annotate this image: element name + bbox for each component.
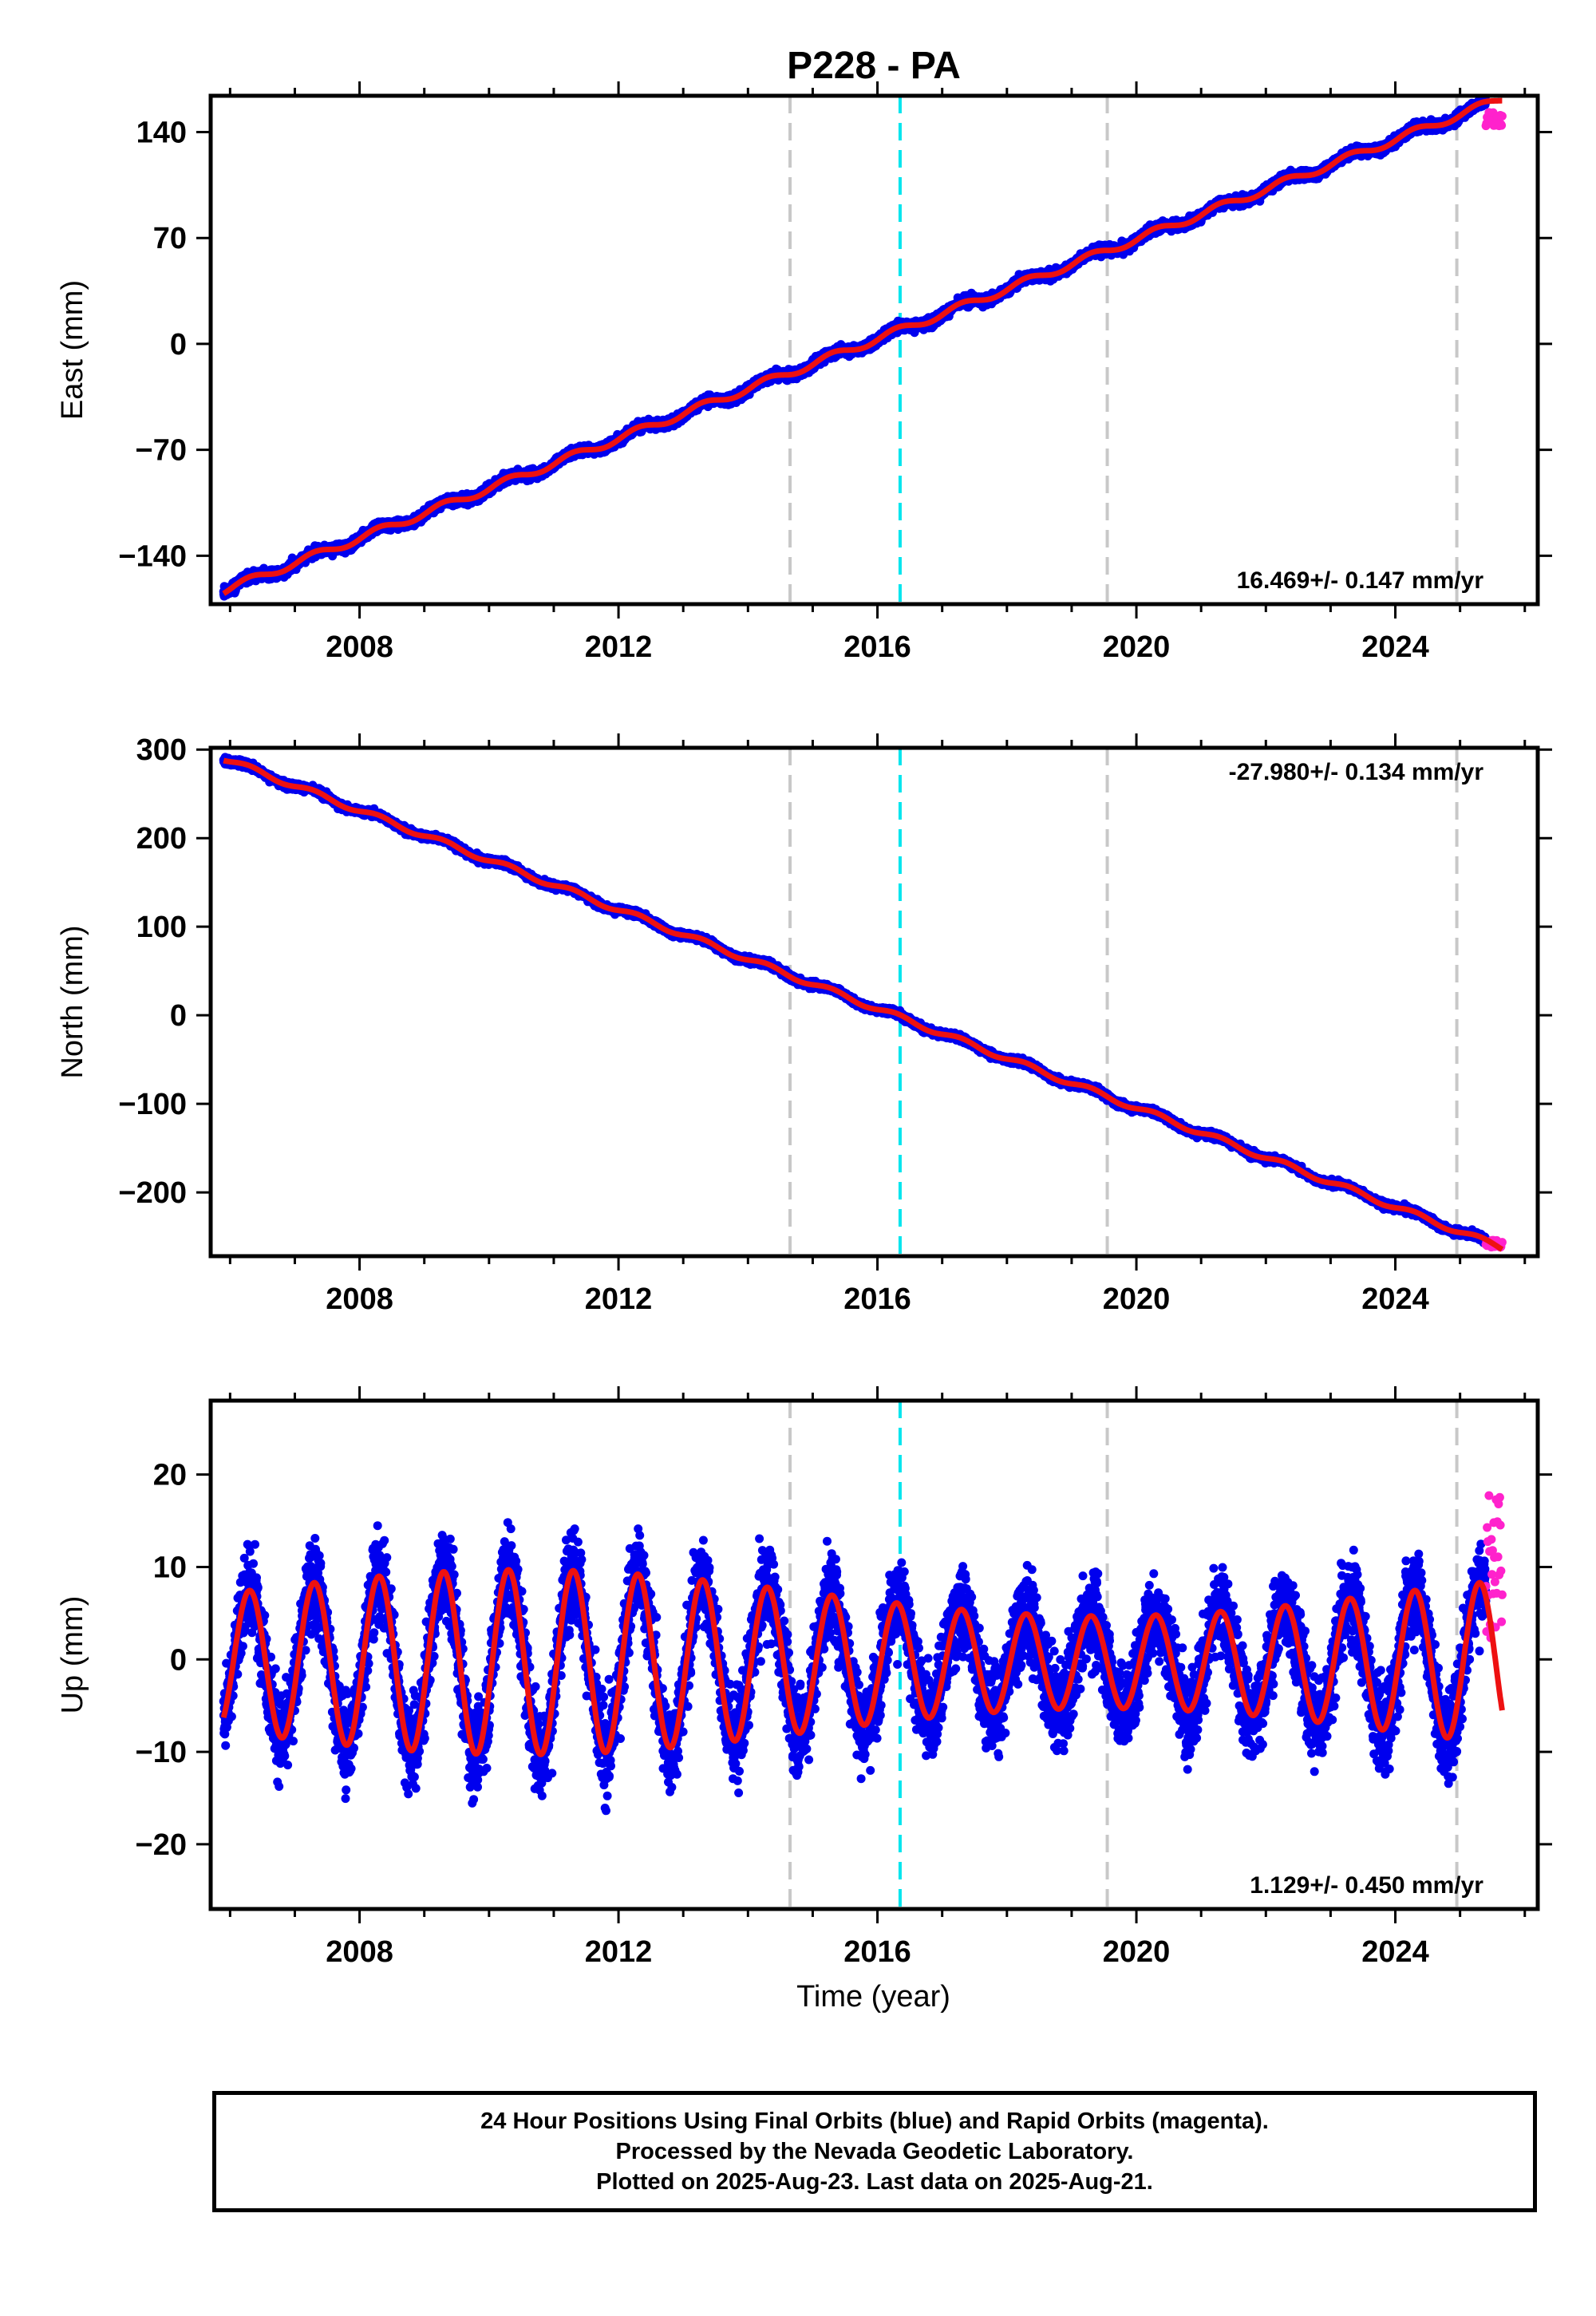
chart-title: P228 - PA xyxy=(787,45,961,87)
east-plot-area xyxy=(219,96,1507,604)
